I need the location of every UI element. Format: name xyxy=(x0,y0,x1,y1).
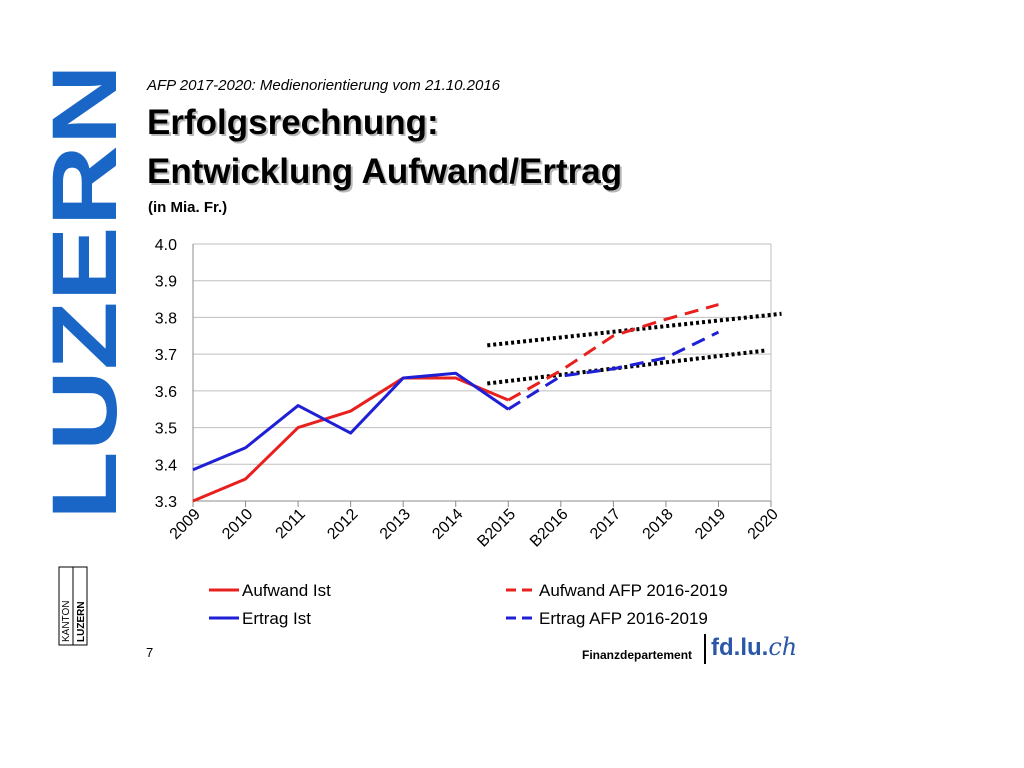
x-tick-label: 2009 xyxy=(167,506,204,543)
footer-url[interactable]: fd.lu.ch xyxy=(711,633,797,662)
x-tick-label: 2020 xyxy=(745,506,782,543)
y-tick-label: 3.8 xyxy=(155,310,177,327)
x-tick-label: 2012 xyxy=(324,506,361,543)
series-line xyxy=(192,376,509,503)
slide-subtitle: AFP 2017-2020: Medienorientierung vom 21… xyxy=(147,77,501,94)
slide-title-line1: Erfolgsrechnung: xyxy=(147,103,439,142)
footer-url-suffix: ch xyxy=(768,633,798,661)
trendline xyxy=(487,348,766,386)
x-tick-label: B2015 xyxy=(474,506,519,551)
y-tick-label: 3.5 xyxy=(155,421,177,438)
series-line xyxy=(192,371,510,472)
luzern-logo: LUZERN xyxy=(34,64,136,520)
y-tick-label: 3.7 xyxy=(155,347,177,364)
footer-department: Finanzdepartement xyxy=(582,648,693,662)
footer-url-prefix: fd.lu. xyxy=(711,634,769,661)
badge-luzern-text: LUZERN xyxy=(76,601,87,642)
y-tick-label: 3.4 xyxy=(155,457,177,474)
x-tick-label: 2011 xyxy=(273,506,309,542)
badge-kanton-text: KANTON xyxy=(61,601,72,643)
x-tick-label: 2014 xyxy=(429,506,466,543)
x-tick-label: 2010 xyxy=(219,506,256,543)
x-tick-label: 2018 xyxy=(640,506,677,543)
x-tick-label: 2017 xyxy=(587,506,624,543)
series-line xyxy=(507,303,719,402)
x-tick-label: B2016 xyxy=(527,506,572,551)
x-tick-label: 2019 xyxy=(692,506,729,543)
footer-separator xyxy=(704,634,706,664)
legend-label: Aufwand AFP 2016-2019 xyxy=(539,581,728,600)
unit-label: (in Mia. Fr.) xyxy=(148,199,228,216)
luzern-logo-text: LUZERN xyxy=(34,64,136,520)
page-number: 7 xyxy=(146,645,154,660)
y-tick-label: 4.0 xyxy=(155,237,177,254)
x-tick-label: 2013 xyxy=(377,506,414,543)
series-line xyxy=(507,330,720,411)
slide-title-line2: Entwicklung Aufwand/Ertrag xyxy=(147,152,623,191)
y-tick-label: 3.9 xyxy=(155,274,177,291)
y-tick-label: 3.6 xyxy=(155,384,177,401)
y-tick-label: 3.3 xyxy=(155,494,177,511)
legend-label: Aufwand Ist xyxy=(242,581,331,600)
trendline xyxy=(487,311,782,348)
legend-label: Ertrag Ist xyxy=(242,609,311,628)
legend-label: Ertrag AFP 2016-2019 xyxy=(539,609,708,628)
kanton-luzern-badge: KANTON LUZERN xyxy=(58,566,88,646)
